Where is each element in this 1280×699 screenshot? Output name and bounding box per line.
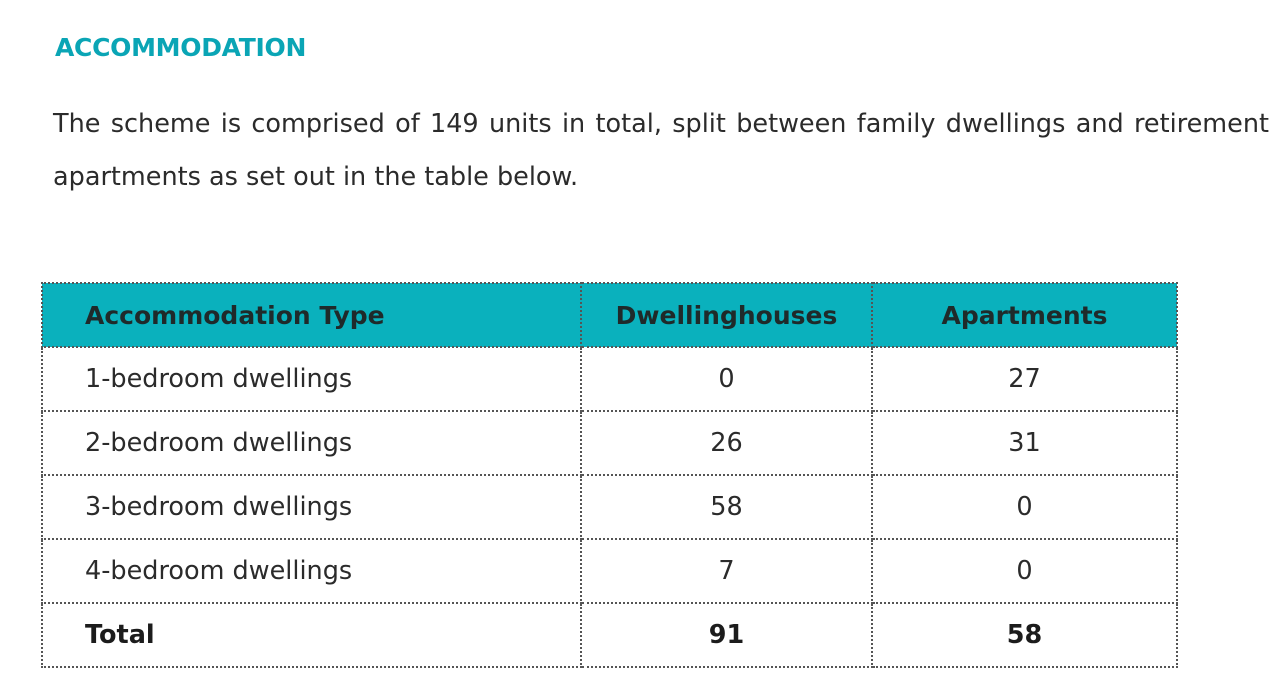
row-dwellinghouses-cell: 58 [580, 474, 873, 540]
total-dwellinghouses-cell: 91 [580, 602, 873, 668]
row-type-cell: 4-bedroom dwellings [41, 538, 582, 604]
total-label-cell: Total [41, 602, 582, 668]
header-apartments: Apartments [871, 282, 1178, 348]
table-row: 3-bedroom dwellings 58 0 [41, 474, 1178, 540]
row-apartments-cell: 31 [871, 410, 1178, 476]
row-apartments-cell: 27 [871, 346, 1178, 412]
row-dwellinghouses-cell: 7 [580, 538, 873, 604]
accommodation-table-container: Accommodation Type Dwellinghouses Apartm… [41, 282, 1178, 668]
table-row: 1-bedroom dwellings 0 27 [41, 346, 1178, 412]
row-apartments-cell: 0 [871, 538, 1178, 604]
row-apartments-cell: 0 [871, 474, 1178, 540]
header-accommodation-type: Accommodation Type [41, 282, 582, 348]
section-heading: ACCOMMODATION [55, 33, 307, 62]
row-dwellinghouses-cell: 26 [580, 410, 873, 476]
row-dwellinghouses-cell: 0 [580, 346, 873, 412]
total-apartments-cell: 58 [871, 602, 1178, 668]
accommodation-table: Accommodation Type Dwellinghouses Apartm… [41, 282, 1178, 668]
row-type-cell: 1-bedroom dwellings [41, 346, 582, 412]
row-type-cell: 3-bedroom dwellings [41, 474, 582, 540]
header-dwellinghouses: Dwellinghouses [580, 282, 873, 348]
table-header-row: Accommodation Type Dwellinghouses Apartm… [41, 282, 1178, 348]
intro-paragraph: The scheme is comprised of 149 units in … [53, 109, 1269, 192]
row-type-cell: 2-bedroom dwellings [41, 410, 582, 476]
table-total-row: Total 91 58 [41, 602, 1178, 668]
table-row: 2-bedroom dwellings 26 31 [41, 410, 1178, 476]
table-row: 4-bedroom dwellings 7 0 [41, 538, 1178, 604]
